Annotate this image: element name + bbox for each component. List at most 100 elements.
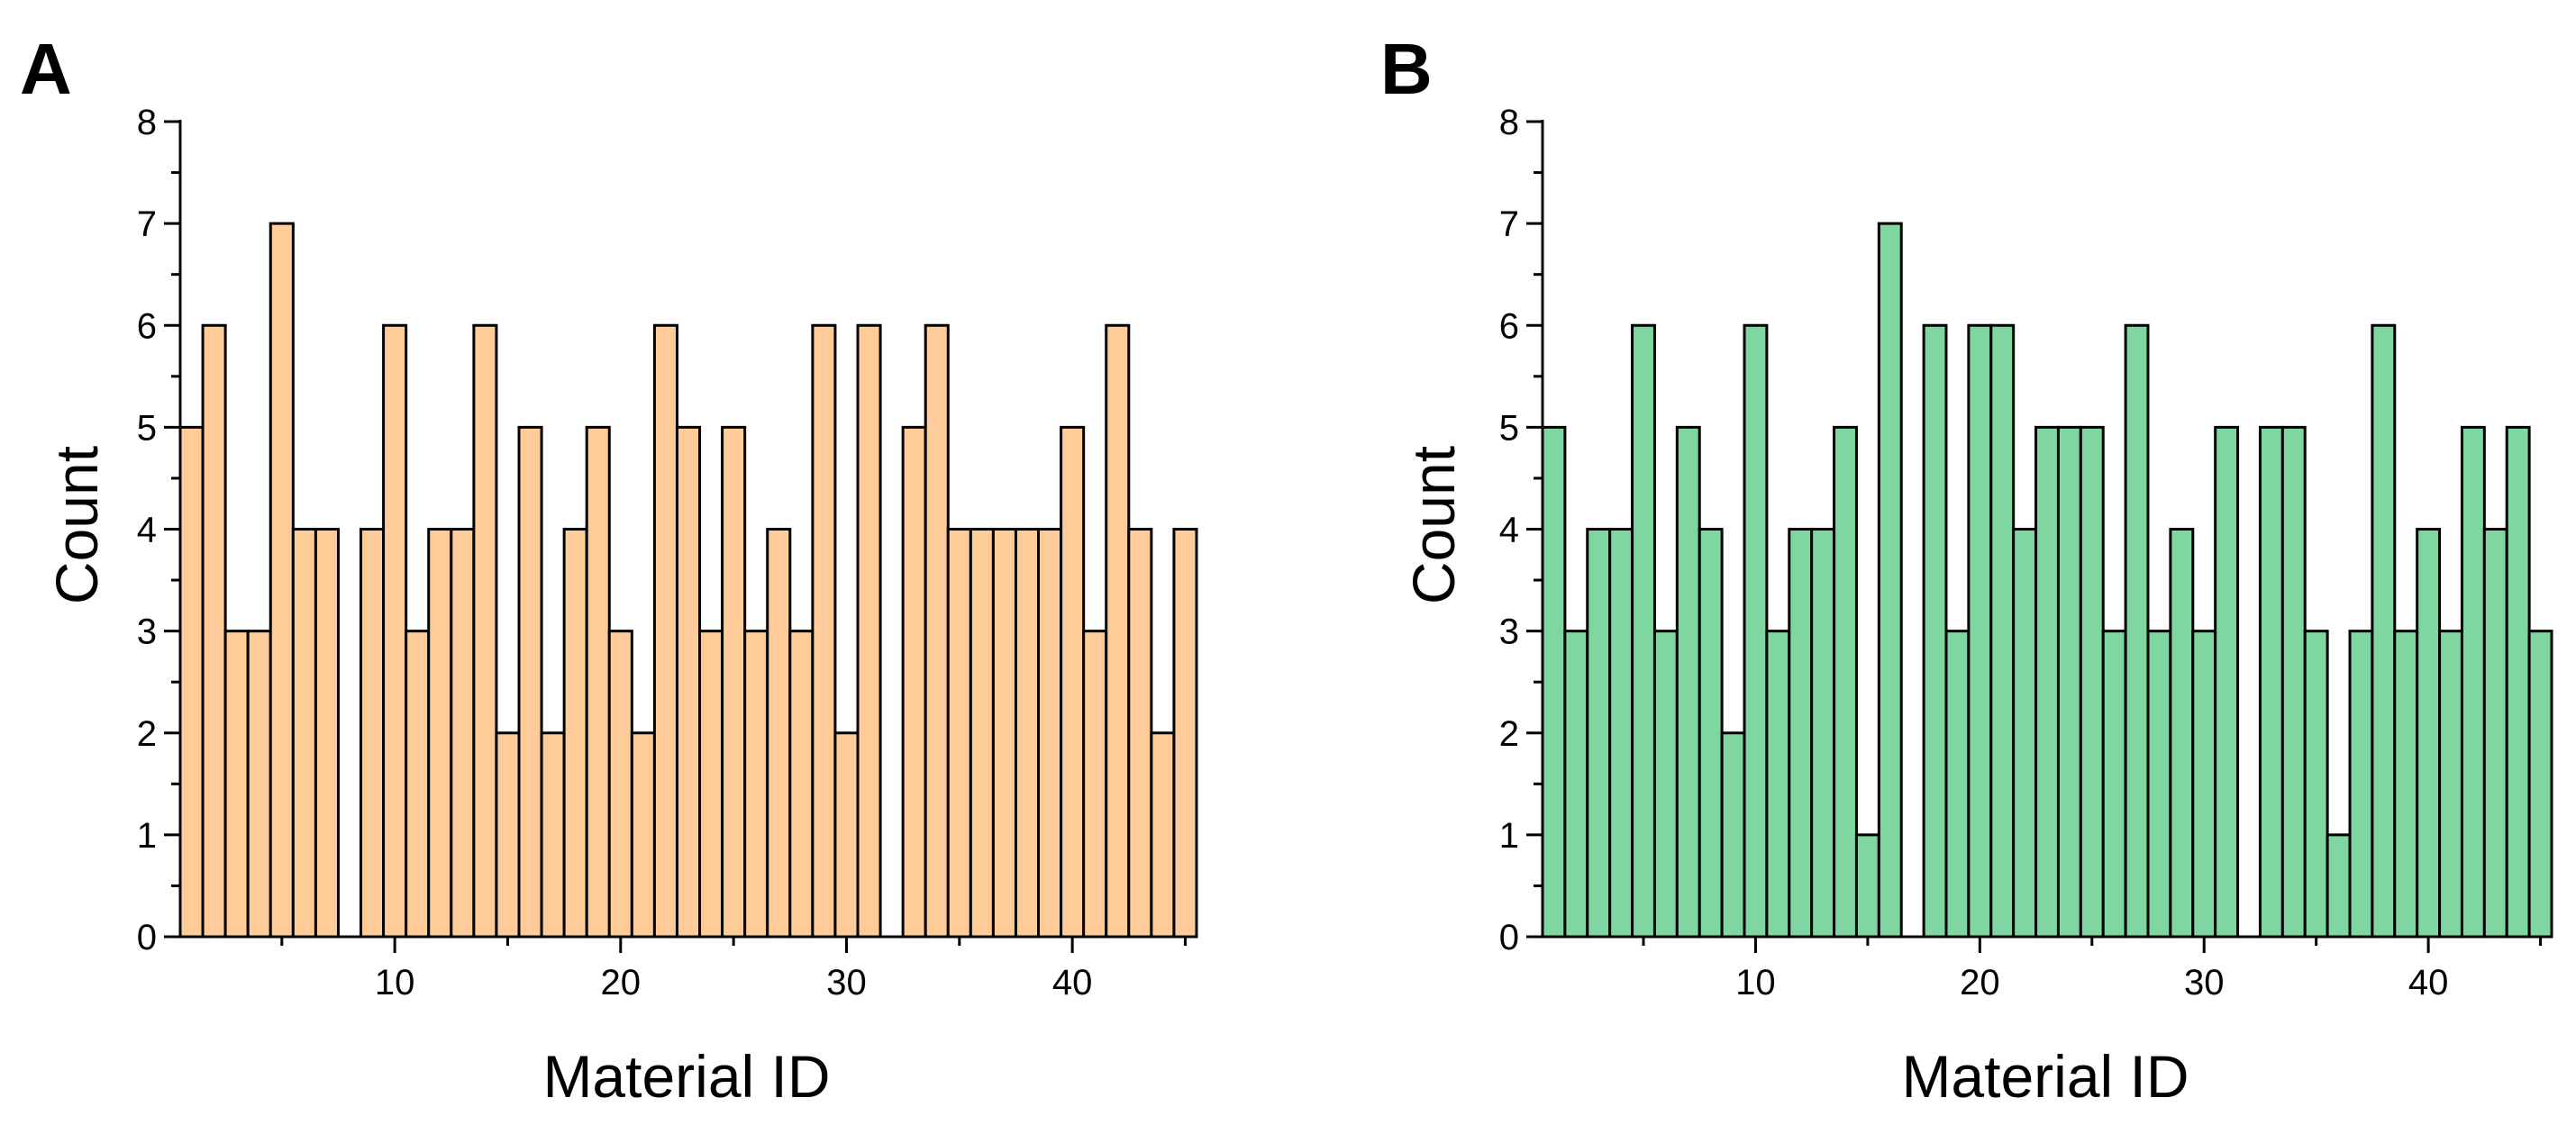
panel-b-letter: B <box>1380 29 1433 109</box>
bar-a-36 <box>969 528 995 939</box>
bar-a-25 <box>721 425 747 939</box>
bar-b-14 <box>1833 425 1858 939</box>
bar-b-7 <box>1675 425 1701 939</box>
x-tick-label-a: 30 <box>826 963 867 1002</box>
panel-b-y-axis-title: Count <box>1400 446 1467 604</box>
panel-a-x-axis-title: Material ID <box>542 1043 830 1110</box>
y-tick-label-b: 2 <box>1499 714 1519 754</box>
bar-b-15 <box>1854 833 1880 939</box>
bar-b-38 <box>2371 323 2397 939</box>
bar-a-11 <box>405 630 431 939</box>
bar-b-2 <box>1563 630 1589 939</box>
bar-b-23 <box>2034 425 2060 939</box>
bar-b-36 <box>2326 833 2352 939</box>
panel-b: B 0 1 2 3 4 5 6 7 8 10 20 30 40 Count Material ID <box>1380 29 2553 1110</box>
bar-a-44 <box>1150 731 1176 939</box>
bar-a-17 <box>540 731 566 939</box>
bar-a-10 <box>382 323 408 939</box>
panel-a-x-ticks: 10 20 30 40 <box>280 937 1187 1002</box>
bar-a-37 <box>991 528 1017 939</box>
bar-a-6 <box>291 528 317 939</box>
bar-b-31 <box>2214 425 2240 939</box>
bar-b-27 <box>2124 323 2150 939</box>
bar-a-29 <box>811 323 837 939</box>
y-tick-label-a: 2 <box>137 714 157 754</box>
panel-a-letter: A <box>20 29 72 109</box>
bar-a-7 <box>314 528 340 939</box>
bar-a-42 <box>1105 323 1131 939</box>
y-tick-label-b: 6 <box>1499 306 1519 346</box>
panel-a: A 0 1 2 3 4 5 6 7 8 10 20 30 40 Count Material ID <box>20 29 1198 1110</box>
bar-a-3 <box>223 630 250 939</box>
bar-b-39 <box>2393 630 2419 939</box>
bar-a-2 <box>201 323 227 939</box>
bar-a-41 <box>1082 630 1108 939</box>
y-tick-label-b: 0 <box>1499 918 1519 957</box>
bar-b-5 <box>1631 323 1656 939</box>
bar-b-34 <box>2280 425 2307 939</box>
bar-a-38 <box>1014 528 1041 939</box>
bar-b-9 <box>1720 731 1746 939</box>
bar-a-18 <box>562 528 588 939</box>
bar-b-40 <box>2416 528 2442 939</box>
x-tick-label-b: 20 <box>1960 963 2000 1002</box>
panel-b-x-ticks: 10 20 30 40 <box>1642 937 2543 1002</box>
bar-a-45 <box>1172 528 1198 939</box>
bar-a-24 <box>698 630 724 939</box>
panel-b-x-axis-title: Material ID <box>1901 1043 2189 1110</box>
bar-a-15 <box>495 731 521 939</box>
x-tick-label-b: 10 <box>1735 963 1776 1002</box>
bar-a-12 <box>427 528 453 939</box>
bar-a-22 <box>652 323 678 939</box>
bar-b-10 <box>1743 323 1769 939</box>
bar-a-1 <box>178 425 205 939</box>
y-tick-label-b: 7 <box>1499 204 1519 244</box>
bar-a-23 <box>675 425 702 939</box>
y-tick-label-a: 5 <box>137 408 157 448</box>
bar-a-16 <box>517 425 543 939</box>
bar-b-37 <box>2348 630 2374 939</box>
panel-b-bars <box>1541 222 2553 939</box>
y-tick-label-a: 0 <box>137 918 157 957</box>
bar-a-30 <box>833 731 860 939</box>
bar-b-20 <box>1967 323 1993 939</box>
bar-a-26 <box>743 630 769 939</box>
bar-b-22 <box>2012 528 2038 939</box>
bar-b-28 <box>2146 630 2172 939</box>
bar-b-42 <box>2460 425 2486 939</box>
bar-a-4 <box>246 630 272 939</box>
x-tick-label-b: 40 <box>2408 963 2449 1002</box>
bar-b-16 <box>1877 222 1903 939</box>
y-tick-label-b: 4 <box>1499 511 1519 550</box>
y-tick-label-b: 8 <box>1499 103 1519 142</box>
x-tick-label-a: 10 <box>375 963 415 1002</box>
x-tick-label-a: 40 <box>1052 963 1093 1002</box>
bar-b-43 <box>2482 528 2508 939</box>
x-tick-label-a: 20 <box>601 963 642 1002</box>
bar-b-3 <box>1586 528 1612 939</box>
bar-a-35 <box>946 528 972 939</box>
bar-a-40 <box>1060 425 1086 939</box>
y-tick-label-a: 3 <box>137 612 157 652</box>
bar-a-31 <box>856 323 882 939</box>
bar-a-14 <box>472 323 498 939</box>
panel-a-y-axis-title: Count <box>43 446 110 604</box>
bar-a-19 <box>585 425 611 939</box>
bar-a-34 <box>924 323 950 939</box>
bar-b-30 <box>2191 630 2217 939</box>
bar-b-1 <box>1541 425 1567 939</box>
bar-a-21 <box>630 731 656 939</box>
bar-a-39 <box>1037 528 1063 939</box>
bar-b-26 <box>2101 630 2127 939</box>
bar-b-25 <box>2079 425 2105 939</box>
bar-b-33 <box>2258 425 2284 939</box>
y-tick-label-a: 4 <box>137 511 157 550</box>
bar-a-20 <box>607 630 633 939</box>
y-tick-label-a: 1 <box>137 816 157 856</box>
bar-b-4 <box>1608 528 1634 939</box>
y-tick-label-b: 5 <box>1499 408 1519 448</box>
bar-a-13 <box>450 528 476 939</box>
y-tick-label-a: 7 <box>137 204 157 244</box>
bar-a-27 <box>766 528 792 939</box>
